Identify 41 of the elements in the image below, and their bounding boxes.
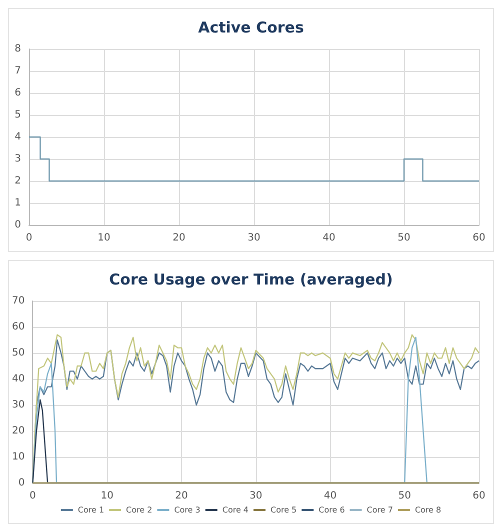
legend-label: Core 5 <box>270 506 297 514</box>
legend-label: Core 4 <box>222 506 249 514</box>
x-tick-label: 50 <box>398 490 411 502</box>
y-tick-label: 5 <box>14 110 21 120</box>
y-tick-label: 8 <box>14 44 21 54</box>
y-tick-label: 70 <box>12 296 25 306</box>
legend-label: Core 7 <box>366 506 393 514</box>
legend-label: Core 8 <box>414 506 442 514</box>
y-tick-label: 4 <box>14 132 21 142</box>
x-tick-label: 50 <box>398 232 410 244</box>
chart-title: Active Cores <box>198 18 304 36</box>
y-tick-label: 60 <box>12 322 25 332</box>
y-tick-label: 6 <box>14 88 21 98</box>
legend-label: Core 3 <box>174 506 200 514</box>
y-tick-label: 0 <box>18 478 25 488</box>
x-tick-label: 0 <box>26 232 32 244</box>
x-tick-label: 0 <box>30 490 36 502</box>
y-tick-label: 10 <box>12 452 25 462</box>
x-tick-label: 10 <box>100 490 114 502</box>
y-tick-label: 40 <box>12 374 25 384</box>
y-tick-label: 3 <box>14 154 21 164</box>
y-tick-label: 1 <box>14 198 21 208</box>
y-tick-label: 50 <box>12 348 25 358</box>
x-tick-label: 30 <box>249 490 262 502</box>
legend-label: Core 1 <box>78 506 104 514</box>
x-tick-label: 20 <box>172 232 186 244</box>
x-tick-label: 60 <box>472 232 486 244</box>
y-tick-label: 7 <box>14 66 21 76</box>
y-tick-label: 20 <box>12 426 25 436</box>
x-tick-label: 60 <box>472 490 486 502</box>
y-tick-label: 0 <box>14 220 21 230</box>
x-tick-label: 20 <box>175 490 188 502</box>
legend-label: Core 6 <box>318 506 345 514</box>
x-tick-label: 10 <box>98 232 110 244</box>
x-tick-label: 40 <box>324 490 337 502</box>
x-tick-label: 30 <box>248 232 260 244</box>
legend-label: Core 2 <box>126 506 152 514</box>
y-tick-label: 2 <box>14 176 21 186</box>
x-tick-label: 40 <box>322 232 336 244</box>
y-tick-label: 30 <box>12 400 25 410</box>
chart-title: Core Usage over Time (averaged) <box>109 270 393 288</box>
